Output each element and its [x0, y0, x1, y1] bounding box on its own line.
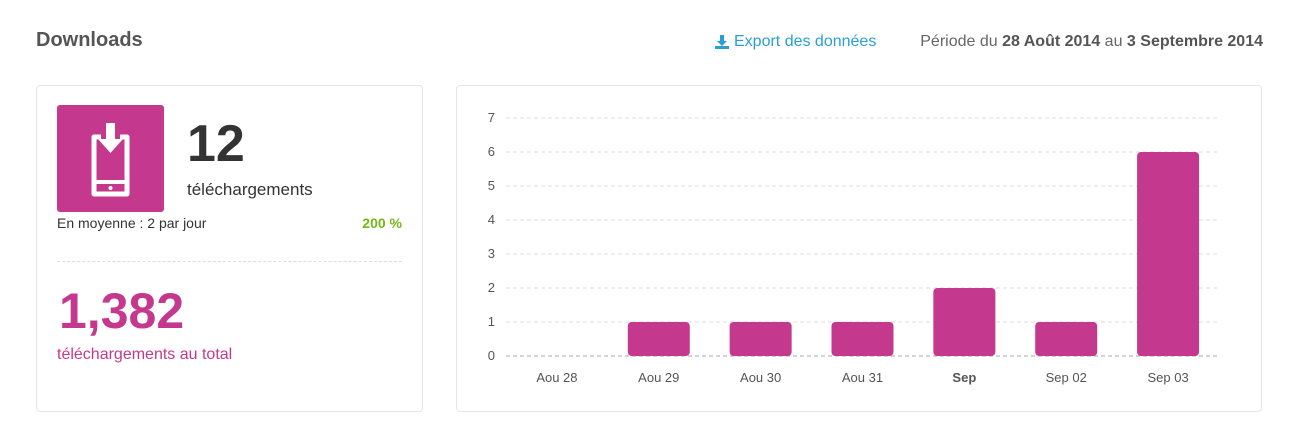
x-tick-label: Sep	[952, 370, 976, 385]
total-downloads: 1,382	[59, 283, 185, 339]
export-label: Export des données	[734, 33, 877, 50]
y-tick-label: 6	[488, 144, 495, 159]
downloads-summary-card: 12 téléchargements En moyenne : 2 par jo…	[36, 85, 423, 412]
x-tick-label: Aou 29	[638, 370, 679, 385]
downloads-bar-chart: 0 1 2 3 4 5 6 7 Aou 28 Aou 29 Aou 30 Aou 31 Sep Sep 0…	[488, 110, 1219, 385]
bar	[1137, 152, 1200, 356]
download-icon	[715, 35, 729, 49]
period-start: 28 Août 2014	[1002, 33, 1101, 50]
y-tick-label: 7	[488, 110, 495, 125]
page-title: Downloads	[36, 29, 143, 51]
period-prefix: Période du	[920, 33, 998, 50]
downloads-chart-card: 0 1 2 3 4 5 6 7 Aou 28 Aou 29 Aou 30 Aou 31 Sep Sep 0…	[456, 85, 1262, 412]
phone-download-icon	[57, 105, 164, 212]
divider	[57, 261, 402, 262]
y-tick-label: 0	[488, 348, 495, 363]
period-mid: au	[1104, 33, 1123, 50]
bar	[729, 322, 792, 356]
export-data-link[interactable]: Export des données	[714, 33, 876, 51]
downloads-count-label: téléchargements	[187, 180, 313, 199]
x-tick-label: Aou 30	[740, 370, 781, 385]
downloads-count: 12	[187, 115, 245, 173]
x-tick-label: Aou 28	[536, 370, 577, 385]
x-tick-label: Sep 03	[1147, 370, 1188, 385]
y-tick-label: 2	[488, 280, 495, 295]
y-tick-label: 1	[488, 314, 495, 329]
period-end: 3 Septembre 2014	[1126, 33, 1263, 50]
y-tick-label: 4	[488, 212, 495, 227]
x-tick-label: Sep 02	[1046, 370, 1087, 385]
change-percent: 200 %	[362, 215, 402, 231]
x-tick-label: Aou 31	[842, 370, 883, 385]
y-tick-label: 3	[488, 246, 495, 261]
bar	[1035, 322, 1098, 356]
period-range: Période du 28 Août 2014 au 3 Septembre 2…	[920, 33, 1263, 51]
y-tick-label: 5	[488, 178, 495, 193]
bar	[831, 322, 894, 356]
daily-average: En moyenne : 2 par jour	[57, 215, 207, 231]
bar	[933, 288, 996, 356]
total-downloads-label: téléchargements au total	[57, 346, 233, 363]
bar	[627, 322, 690, 356]
